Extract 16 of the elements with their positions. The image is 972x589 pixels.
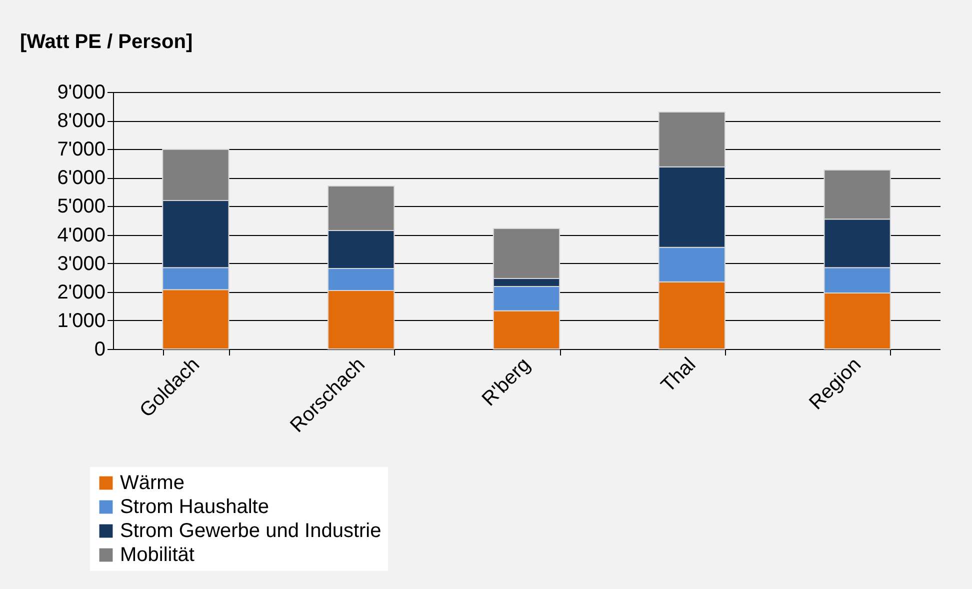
y-tick-label: 6'000 — [57, 167, 106, 190]
y-axis-title: [Watt PE / Person] — [20, 31, 193, 53]
legend-label: Strom Haushalte — [120, 496, 269, 518]
legend-label: Wärme — [120, 472, 184, 494]
y-tick-label: 5'000 — [57, 196, 106, 218]
legend-label: Strom Gewerbe und Industrie — [120, 520, 382, 542]
y-tick-label: 7'000 — [57, 138, 106, 161]
legend-label: Mobilität — [120, 544, 195, 566]
y-tick-label: 0 — [94, 338, 106, 360]
y-tick-label: 2'000 — [57, 281, 106, 304]
y-tick-label: 8'000 — [57, 110, 106, 132]
y-tick-label: 9'000 — [57, 82, 106, 104]
y-tick-label: 3'000 — [57, 252, 106, 275]
x-tick-label: Thal — [657, 354, 700, 397]
y-tick-label: 4'000 — [57, 224, 106, 246]
y-tick-label: 1'000 — [57, 310, 106, 332]
